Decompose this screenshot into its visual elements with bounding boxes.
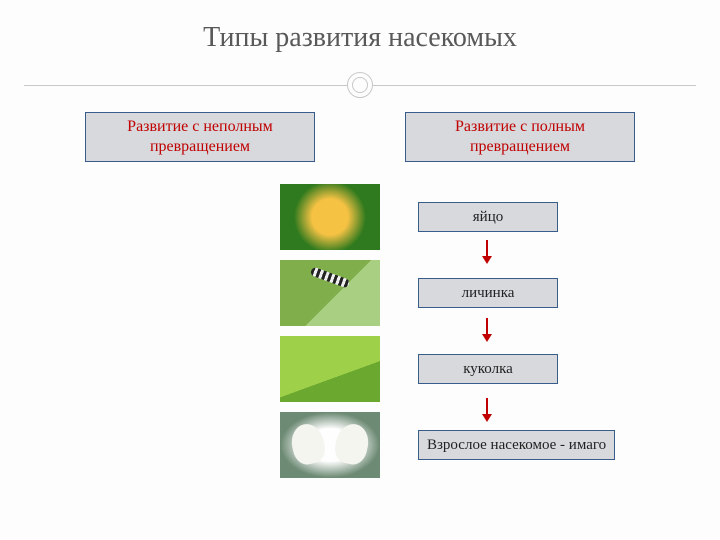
larva-image — [280, 260, 380, 326]
stage-pupa-label: куколка — [418, 354, 558, 384]
stage-pupa: куколка — [280, 334, 700, 404]
stage-egg-label: яйцо — [418, 202, 558, 232]
arrow-1 — [480, 240, 494, 264]
imago-image — [280, 412, 380, 478]
egg-image — [280, 184, 380, 250]
page-title: Типы развития насекомых — [0, 0, 720, 54]
divider-ornament — [347, 72, 373, 98]
arrow-2 — [480, 318, 494, 342]
stage-imago-label: Взрослое насекомое - имаго — [418, 430, 615, 460]
title-divider — [0, 72, 720, 100]
pupa-image — [280, 336, 380, 402]
header-incomplete: Развитие с неполным превращением — [85, 112, 315, 162]
header-complete: Развитие с полным превращением — [405, 112, 635, 162]
type-headers: Развитие с неполным превращением Развити… — [0, 112, 720, 162]
stage-larva-label: личинка — [418, 278, 558, 308]
arrow-3 — [480, 398, 494, 422]
